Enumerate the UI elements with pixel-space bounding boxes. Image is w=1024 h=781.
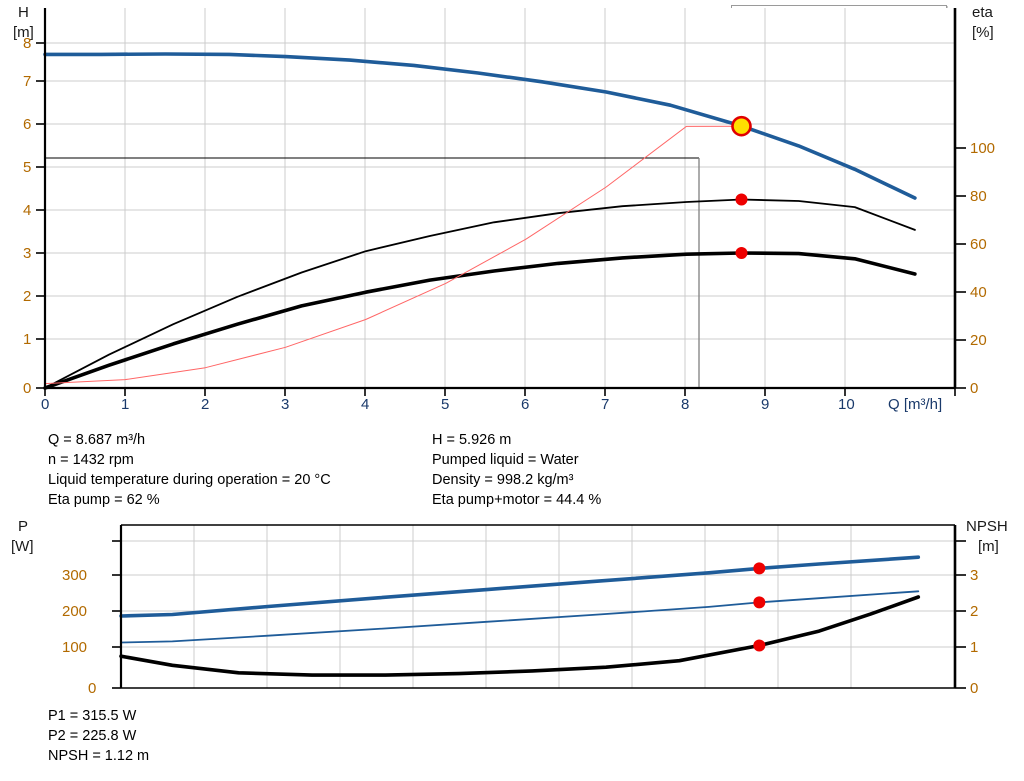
system-curve-curve (44, 125, 742, 385)
q-tick-8: 8 (681, 396, 690, 413)
eta-pump-curve (44, 198, 916, 389)
p-axis-ticks (112, 540, 121, 689)
npsh-tick-1: 1 (970, 639, 979, 656)
q-tick-3: 3 (281, 396, 290, 413)
plot-background-bottom (121, 525, 955, 688)
npsh-axis-label-bracket: [m] (978, 538, 999, 555)
eta-pump-motor-marker[interactable] (735, 247, 748, 260)
npsh-tick-3: 3 (970, 567, 979, 584)
h-axis-label-bracket: [m] (13, 24, 34, 41)
h-tick-8: 8 (23, 35, 32, 52)
p-axis-label-unit: P (18, 518, 29, 535)
h-tick-1: 1 (23, 331, 32, 348)
h-tick-0: 0 (23, 380, 32, 397)
q-tick-5: 5 (441, 396, 450, 413)
q-axis-ticks (44, 388, 956, 396)
q-tick-10: 10 (838, 396, 855, 413)
q-tick-9: 9 (761, 396, 770, 413)
p2-curve (120, 590, 920, 644)
p-tick-200: 200 (62, 603, 88, 620)
p1-curve (119, 555, 921, 618)
power-npsh-plot (0, 515, 1024, 705)
plot-background (45, 8, 955, 388)
npsh-tick-0: 0 (970, 680, 979, 697)
duty-point-marker[interactable] (731, 115, 752, 137)
head-eta-svg (36, 8, 966, 396)
power-npsh-chart: P [W] NPSH [m] P1 P2 (0, 515, 1024, 705)
p1-marker[interactable] (753, 562, 766, 575)
result-2: NPSH = 1.12 m (48, 748, 150, 764)
h-tick-7: 7 (23, 73, 32, 90)
p-axis-label-bracket: [W] (11, 538, 34, 555)
eta-axis-ticks (955, 147, 966, 389)
eta-axis-label-unit: eta (972, 4, 993, 21)
eta-pump-marker[interactable] (735, 193, 748, 206)
p-tick-0: 0 (88, 680, 97, 697)
npsh-curve (119, 595, 921, 677)
op-left-1: n = 1432 rpm (48, 452, 134, 468)
result-0: P1 = 315.5 W (48, 708, 137, 724)
eta-axis-label-bracket: [%] (972, 24, 994, 41)
eta-tick-100: 100 (970, 140, 996, 157)
eta-tick-60: 60 (970, 236, 987, 253)
op-left-3: Eta pump = 62 % (48, 492, 160, 508)
head-eta-plot (36, 8, 966, 396)
head-h-curve (43, 52, 917, 200)
q-tick-4: 4 (361, 396, 370, 413)
h-tick-5: 5 (23, 159, 32, 176)
npsh-marker[interactable] (753, 639, 766, 652)
q-tick-7: 7 (601, 396, 610, 413)
eta-pump-motor-curve (43, 251, 917, 390)
q-tick-1: 1 (121, 396, 130, 413)
eta-tick-80: 80 (970, 188, 987, 205)
eta-tick-40: 40 (970, 284, 987, 301)
vertical-gridlines (124, 8, 846, 388)
op-left-0: Q = 8.687 m³/h (48, 432, 146, 448)
q-axis-label-top: Q [m³/h] (888, 396, 943, 413)
h-tick-2: 2 (23, 288, 32, 305)
q-tick-2: 2 (201, 396, 210, 413)
p-tick-100: 100 (62, 639, 88, 656)
result-1: P2 = 225.8 W (48, 728, 137, 744)
npsh-tick-2: 2 (970, 603, 979, 620)
head-eta-chart: H [m] eta [%] Q [m³/h] (13, 4, 996, 413)
h-axis-label-unit: H (18, 4, 29, 21)
power-npsh-svg (112, 524, 966, 689)
p2-marker[interactable] (753, 596, 766, 609)
op-right-2: Density = 998.2 kg/m³ (432, 472, 574, 488)
q-tick-6: 6 (521, 396, 530, 413)
op-right-3: Eta pump+motor = 44.4 % (432, 492, 602, 508)
h-tick-4: 4 (23, 202, 32, 219)
h-axis-ticks (36, 42, 45, 389)
horizontal-gridlines-bottom (121, 540, 955, 648)
p-tick-300: 300 (62, 567, 88, 584)
h-tick-6: 6 (23, 116, 32, 133)
op-right-0: H = 5.926 m (432, 432, 512, 448)
h-tick-3: 3 (23, 245, 32, 262)
vertical-gridlines-bottom (193, 525, 852, 688)
op-left-2: Liquid temperature during operation = 20… (48, 472, 331, 488)
op-right-1: Pumped liquid = Water (432, 452, 579, 468)
npsh-axis-ticks (955, 540, 966, 689)
npsh-axis-label-unit: NPSH (966, 518, 1008, 535)
eta-tick-20: 20 (970, 332, 987, 349)
eta-tick-0: 0 (970, 380, 979, 397)
q-tick-0: 0 (41, 396, 50, 413)
